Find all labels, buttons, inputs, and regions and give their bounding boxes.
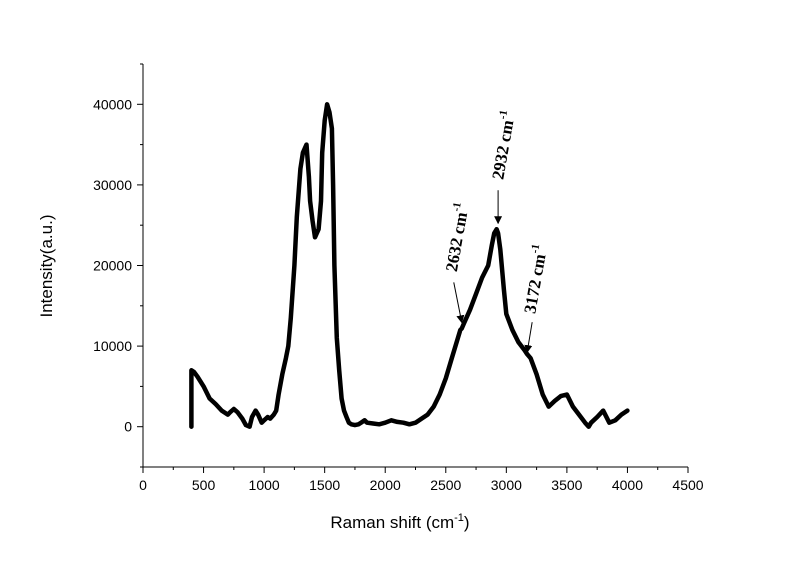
y-ticks: 0 10000 20000 30000 40000	[93, 63, 143, 468]
x-axis-title-end: )	[464, 513, 470, 532]
peak-label: 2932 cm-1	[486, 109, 519, 181]
peak-label-text: 2632 cm	[442, 211, 471, 273]
x-ticks: 0 500 1000 1500 2000 2500 3000 3500 4000 4500	[139, 467, 704, 493]
peak-label-text: 3172 cm	[520, 253, 549, 315]
x-tick-label: 2500	[430, 477, 461, 493]
x-tick-label: 3500	[551, 477, 582, 493]
y-tick-label: 10000	[93, 338, 132, 354]
annotation-arrow	[524, 322, 533, 354]
spectrum-line	[189, 102, 630, 429]
peak-label: 3172 cm-1	[518, 243, 551, 315]
x-axis-title: Raman shift (cm-1)	[330, 512, 469, 532]
y-tick-label: 30000	[93, 177, 132, 193]
x-tick-label: 1500	[309, 477, 340, 493]
y-axis-title: Intensity(a.u.)	[37, 215, 56, 318]
peak-label-text: 2932 cm	[488, 119, 517, 181]
x-tick-label: 2000	[370, 477, 401, 493]
x-axis-title-main: Raman shift (cm	[330, 513, 454, 532]
peak-label-sup: -1	[450, 201, 463, 212]
x-tick-label: 4500	[672, 477, 703, 493]
x-tick-label: 1000	[249, 477, 280, 493]
peak-label: 2632 cm-1	[440, 201, 473, 273]
x-axis-title-sup: -1	[454, 512, 464, 524]
plot-area: 0 500 1000 1500 2000 2500 3000 3500 4000 4500 0 10…	[93, 63, 704, 493]
peak-label-sup: -1	[529, 243, 542, 254]
x-tick-label: 3000	[491, 477, 522, 493]
y-tick-label: 20000	[93, 258, 132, 274]
x-tick-label: 500	[192, 477, 216, 493]
x-tick-label: 4000	[612, 477, 643, 493]
x-tick-label: 0	[139, 477, 147, 493]
y-tick-label: 40000	[93, 96, 132, 112]
peak-label-sup: -1	[497, 109, 510, 120]
annotation-arrow	[453, 282, 465, 324]
y-tick-label: 0	[124, 419, 132, 435]
